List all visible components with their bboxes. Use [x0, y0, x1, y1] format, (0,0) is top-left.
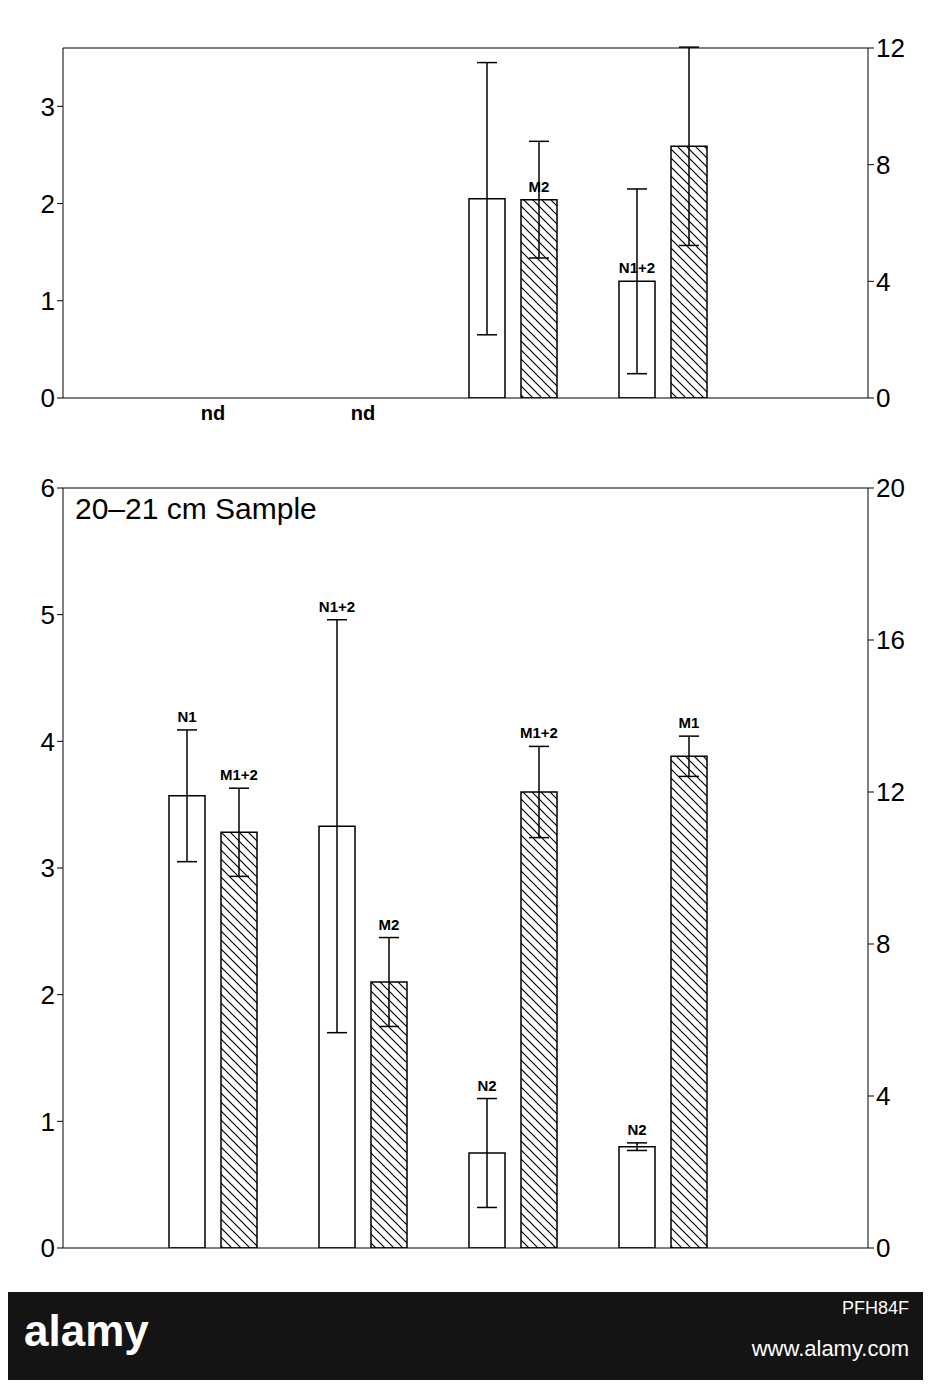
svg-text:3: 3 — [41, 92, 55, 122]
svg-text:5: 5 — [41, 600, 55, 630]
svg-text:M2: M2 — [379, 916, 400, 933]
svg-text:nd: nd — [351, 402, 375, 424]
html-text:www.alamy.com: www.alamy.com — [751, 1336, 909, 1361]
svg-text:8: 8 — [876, 929, 890, 959]
svg-text:N1: N1 — [177, 708, 196, 725]
svg-text:N1+2: N1+2 — [619, 259, 655, 276]
svg-text:8: 8 — [876, 150, 890, 180]
svg-text:M1+2: M1+2 — [520, 724, 558, 741]
svg-text:M1: M1 — [679, 714, 700, 731]
svg-text:20: 20 — [876, 473, 905, 503]
svg-text:N2: N2 — [627, 1121, 646, 1138]
svg-text:6: 6 — [41, 473, 55, 503]
html-text:alamy: alamy — [24, 1306, 149, 1355]
svg-text:3: 3 — [41, 853, 55, 883]
svg-text:2: 2 — [41, 189, 55, 219]
svg-text:M2: M2 — [529, 178, 550, 195]
svg-text:4: 4 — [876, 267, 890, 297]
svg-text:0: 0 — [876, 1233, 890, 1263]
svg-text:M1+2: M1+2 — [220, 766, 258, 783]
svg-text:N2: N2 — [477, 1077, 496, 1094]
svg-text:1: 1 — [41, 1107, 55, 1137]
svg-text:2: 2 — [41, 980, 55, 1010]
svg-text:4: 4 — [876, 1081, 890, 1111]
svg-text:0: 0 — [876, 383, 890, 413]
svg-text:12: 12 — [876, 777, 905, 807]
svg-text:12: 12 — [876, 33, 905, 63]
svg-text:0: 0 — [41, 1233, 55, 1263]
html-text:20–21 cm Sample: 20–21 cm Sample — [75, 492, 317, 525]
svg-text:nd: nd — [201, 402, 225, 424]
svg-text:4: 4 — [41, 727, 55, 757]
html-text:PFH84F: PFH84F — [842, 1298, 909, 1318]
svg-text:16: 16 — [876, 625, 905, 655]
svg-text:N1+2: N1+2 — [319, 598, 355, 615]
svg-text:1: 1 — [41, 286, 55, 316]
svg-text:0: 0 — [41, 383, 55, 413]
